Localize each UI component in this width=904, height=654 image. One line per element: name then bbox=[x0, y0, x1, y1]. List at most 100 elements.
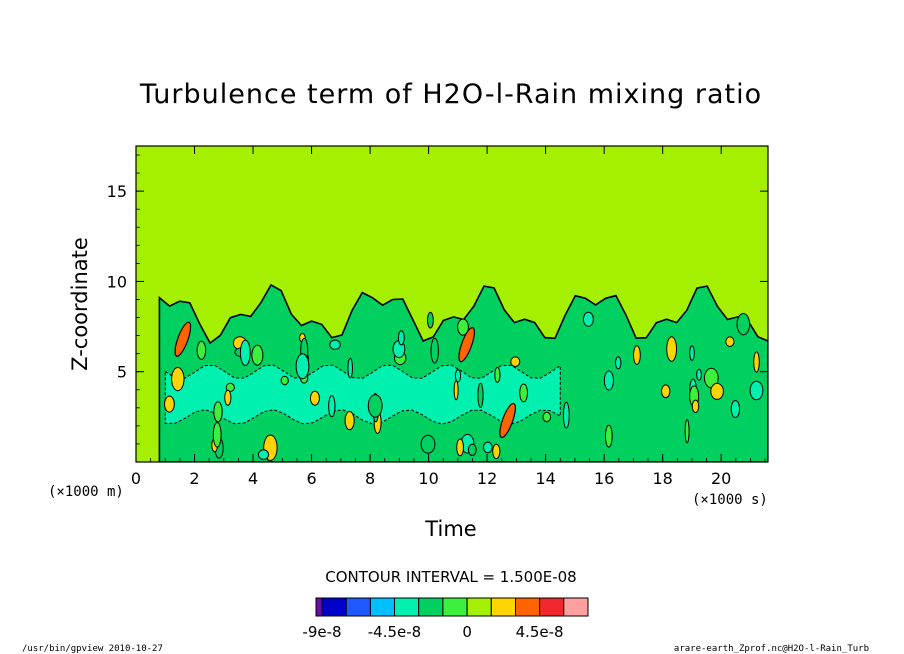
contour-cell bbox=[453, 380, 459, 401]
y-ticks: 5 10 15 bbox=[107, 154, 768, 445]
x-tick-label: 2 bbox=[189, 469, 199, 488]
contour-cell bbox=[603, 370, 615, 391]
contour-cell bbox=[736, 313, 751, 336]
colorbar-swatch bbox=[515, 597, 541, 617]
contour-cell bbox=[666, 336, 677, 362]
footer-left: /usr/bin/gpview 2010-10-27 bbox=[22, 644, 163, 654]
colorbar-swatch bbox=[466, 597, 492, 617]
contour-cell bbox=[344, 411, 355, 431]
colorbar-swatch bbox=[442, 597, 468, 617]
contour-cell bbox=[212, 422, 222, 448]
contour-cell bbox=[257, 449, 270, 460]
contour-cell bbox=[454, 369, 462, 383]
contour-cell bbox=[696, 368, 702, 381]
contour-cell bbox=[430, 337, 439, 364]
colorbar-swatch bbox=[321, 597, 347, 617]
x-tick-label: 6 bbox=[306, 469, 316, 488]
chart-title: Turbulence term of H2O-l-Rain mixing rat… bbox=[139, 79, 762, 110]
y-tick-label: 10 bbox=[107, 272, 127, 291]
x-tick-label: 16 bbox=[594, 469, 614, 488]
colorbar-swatch bbox=[539, 597, 565, 617]
contour-cell bbox=[309, 390, 320, 406]
contour-cell bbox=[213, 401, 223, 423]
x-tick-label: 14 bbox=[535, 469, 555, 488]
contour-cell bbox=[615, 356, 622, 370]
x-tick-label: 18 bbox=[652, 469, 672, 488]
contour-cell bbox=[483, 441, 493, 454]
contour-cell bbox=[280, 375, 289, 386]
y-axis-label: Z-coordinate bbox=[68, 237, 92, 371]
colorbar-tick-label: -9e-8 bbox=[302, 623, 341, 641]
x-axis-label: Time bbox=[424, 517, 476, 541]
x-tick-label: 0 bbox=[131, 469, 141, 488]
x-axis-unit: (×1000 s) bbox=[692, 492, 768, 508]
contour-cell bbox=[519, 383, 528, 403]
colorbar-tick-label: -4.5e-8 bbox=[368, 623, 421, 641]
contour-interval-label: CONTOUR INTERVAL = 1.500E-08 bbox=[325, 568, 576, 586]
contour-cell bbox=[467, 443, 477, 456]
contour-cell bbox=[633, 345, 641, 365]
contour-cell bbox=[510, 356, 521, 368]
positive-maximum bbox=[499, 402, 516, 439]
contour-fields bbox=[158, 283, 768, 462]
colorbar-swatch bbox=[490, 597, 516, 617]
x-tick-label: 10 bbox=[418, 469, 438, 488]
contour-cell bbox=[684, 419, 690, 444]
y-axis-unit: (×1000 m) bbox=[48, 484, 124, 500]
x-tick-label: 8 bbox=[365, 469, 375, 488]
plot-frame bbox=[135, 145, 769, 463]
colorbar-swatch bbox=[418, 597, 444, 617]
y-tick-label: 5 bbox=[117, 363, 127, 382]
colorbar-swatch bbox=[345, 597, 371, 617]
contour-cell bbox=[689, 345, 695, 361]
contour-cell bbox=[457, 318, 469, 336]
colorbar-swatch bbox=[394, 597, 420, 617]
contour-cell bbox=[492, 443, 501, 460]
colorbar-tick-label: 4.5e-8 bbox=[516, 623, 564, 641]
contour-cell bbox=[164, 395, 175, 413]
contour-cell bbox=[328, 395, 336, 418]
contour-cell bbox=[753, 351, 760, 373]
colorbar-swatch bbox=[563, 597, 589, 617]
contour-cell bbox=[730, 400, 741, 418]
contour-cell bbox=[604, 424, 613, 448]
contour-cell bbox=[225, 382, 235, 392]
plot-area: 0 2 4 6 8 10 12 14 16 18 20 5 10 15 bbox=[107, 145, 769, 488]
contour-cell bbox=[224, 389, 232, 406]
x-tick-label: 12 bbox=[477, 469, 497, 488]
contour-cell bbox=[427, 311, 434, 329]
contour-cell bbox=[562, 401, 570, 429]
contour-cell bbox=[239, 339, 251, 366]
contour-cell bbox=[196, 340, 207, 360]
contour-cell bbox=[347, 357, 354, 379]
contour-cell bbox=[171, 367, 185, 392]
contour-cell bbox=[456, 438, 465, 457]
contour-cell bbox=[749, 380, 764, 401]
footer-right: arare-earth_Zprof.nc@H2O-l-Rain_Turb bbox=[674, 644, 869, 654]
y-tick-label: 15 bbox=[107, 182, 127, 201]
contour-cell bbox=[542, 411, 552, 423]
contour-cell bbox=[582, 311, 594, 327]
contour-cell bbox=[397, 330, 405, 346]
positive-maximum bbox=[174, 321, 192, 357]
x-tick-label: 4 bbox=[248, 469, 258, 488]
contour-cell bbox=[329, 339, 341, 350]
colorbar: -9e-8 -4.5e-8 0 4.5e-8 bbox=[302, 597, 589, 641]
colorbar-swatch bbox=[315, 597, 323, 617]
contour-cell bbox=[494, 366, 501, 383]
contour-cell bbox=[367, 394, 383, 418]
x-tick-label: 20 bbox=[711, 469, 731, 488]
positive-maximum bbox=[458, 327, 475, 363]
contour-cell bbox=[710, 382, 724, 400]
contour-cell bbox=[691, 399, 700, 413]
contour-cell bbox=[420, 434, 436, 454]
colorbar-swatch bbox=[369, 597, 396, 617]
contour-cell bbox=[477, 382, 484, 408]
contour-cell bbox=[661, 384, 671, 399]
contour-cell bbox=[251, 344, 264, 366]
x-ticks: 0 2 4 6 8 10 12 14 16 18 20 bbox=[131, 146, 766, 488]
colorbar-tick-label: 0 bbox=[462, 623, 472, 641]
contour-cell bbox=[725, 336, 735, 348]
contour-cell bbox=[295, 353, 310, 380]
